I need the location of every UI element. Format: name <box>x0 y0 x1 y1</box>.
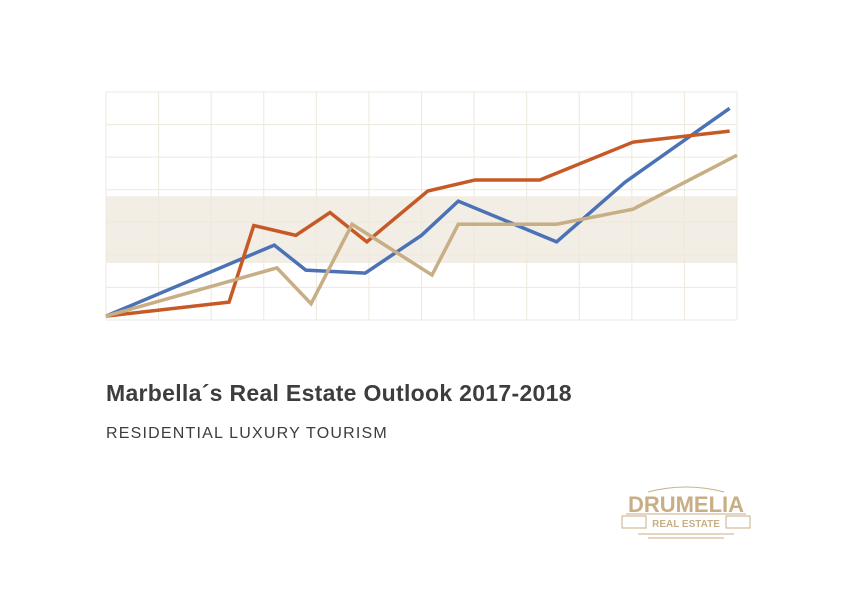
series-line-3 <box>105 153 738 318</box>
series-line-2 <box>105 129 730 318</box>
series-line-1 <box>105 106 731 318</box>
page-subtitle: RESIDENTIAL LUXURY TOURISM <box>106 425 388 442</box>
drumelia-logo: DRUMELIA REAL ESTATE <box>621 486 751 539</box>
logo-roof <box>647 486 725 493</box>
logo-tagline: REAL ESTATE <box>652 519 720 530</box>
page-title: Marbella´s Real Estate Outlook 2017-2018 <box>106 380 572 406</box>
logo-wordmark: DRUMELIA <box>628 492 744 517</box>
decorative-line-chart <box>105 91 738 321</box>
